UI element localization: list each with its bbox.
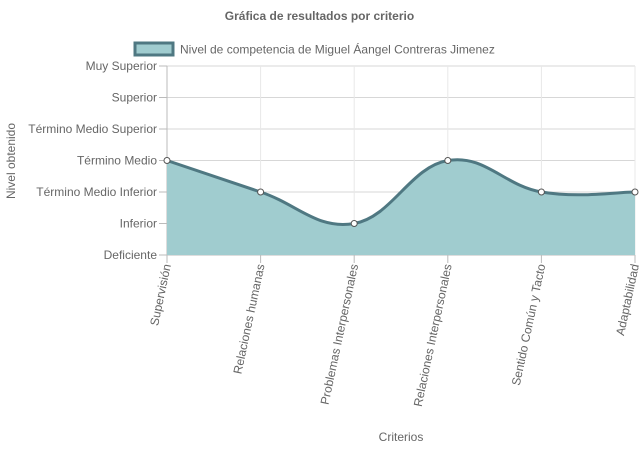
data-point-0[interactable]	[163, 157, 171, 164]
data-point-3[interactable]	[444, 157, 452, 164]
x-tick-label: Problemas Interpersonales	[318, 263, 362, 406]
x-tick-labels: Supervisión Relaciones humanas Problemas I…	[147, 262, 639, 407]
series-line	[166, 158, 636, 226]
y-axis-title: Nivel obtenido	[4, 123, 18, 199]
x-tick-label: Supervisión	[147, 263, 174, 327]
y-tick-label: Término Medio Superior	[28, 122, 157, 136]
x-tick-label: Relaciones Interpersonales	[411, 263, 455, 408]
data-point-1[interactable]	[257, 188, 265, 196]
data-point-4[interactable]	[537, 188, 545, 196]
x-tick-label: Relaciones humanas	[231, 263, 268, 376]
y-tick-label: Muy Superior	[86, 59, 157, 73]
y-tick-label: Inferior	[120, 217, 157, 231]
legend-swatch	[133, 41, 175, 57]
legend-label: Nivel de competencia de Miguel Áangel Co…	[180, 42, 495, 57]
chart-title: Gráfica de resultados por criterio	[225, 9, 414, 23]
data-point-5[interactable]	[631, 188, 639, 196]
y-tick-label: Deficiente	[104, 248, 158, 262]
y-tick-labels: Deficiente Inferior Término Medio Inferior…	[28, 59, 157, 262]
y-tick-label: Término Medio	[77, 154, 157, 168]
x-axis-title: Criterios	[379, 430, 424, 444]
series-area-fill	[167, 159, 635, 255]
series-area	[163, 157, 639, 255]
y-tick-label: Término Medio Inferior	[36, 185, 157, 199]
data-point-2[interactable]	[350, 220, 358, 227]
x-tick-label: Sentido Común y Tacto	[509, 262, 549, 386]
x-tick-label: Adaptabilidad	[613, 263, 639, 337]
legend[interactable]: Nivel de competencia de Miguel Áangel Co…	[133, 41, 495, 57]
y-tick-label: Superior	[112, 91, 157, 105]
